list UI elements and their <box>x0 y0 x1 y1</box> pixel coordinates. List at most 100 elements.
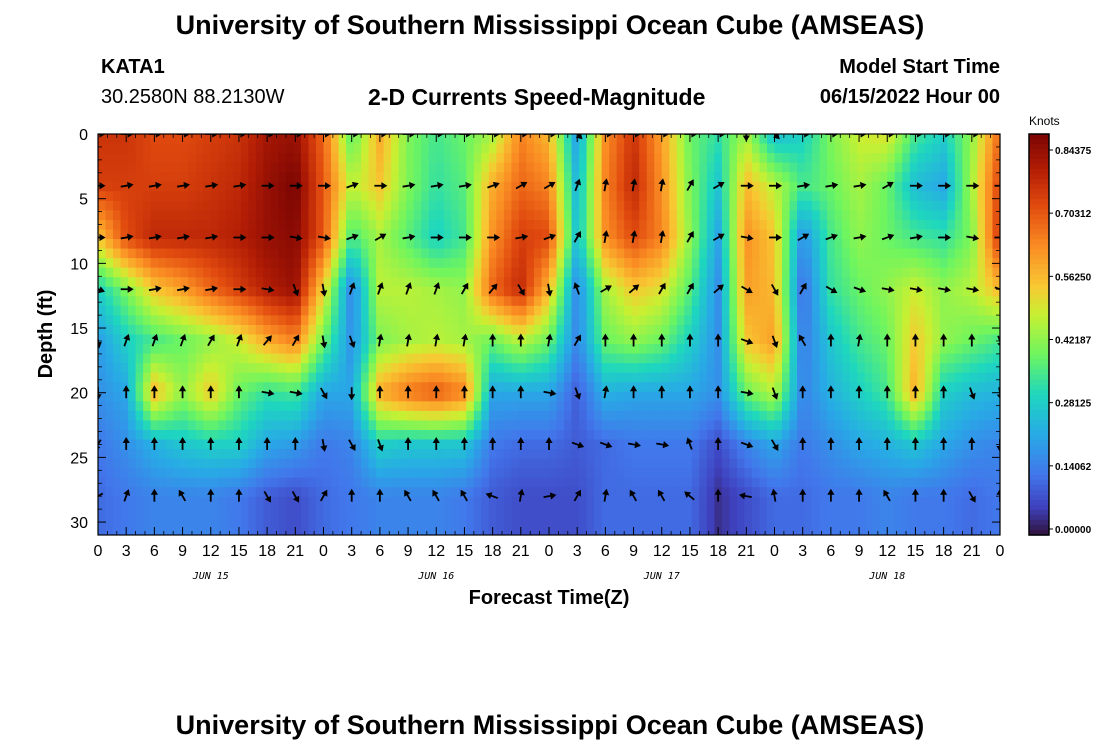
heatmap-cell <box>586 143 595 154</box>
heatmap-cell <box>195 372 204 383</box>
heatmap-cell <box>924 382 933 393</box>
heatmap-cell <box>353 153 362 164</box>
heatmap-cell <box>834 296 843 307</box>
heatmap-cell <box>646 172 655 183</box>
heatmap-cell <box>135 334 144 345</box>
heatmap-cell <box>210 286 219 297</box>
heatmap-cell <box>954 267 964 278</box>
heatmap-cell <box>962 353 971 364</box>
heatmap-cell <box>691 277 700 288</box>
heatmap-cell <box>406 267 415 278</box>
heatmap-cell <box>721 200 730 211</box>
heatmap-cell <box>646 153 655 164</box>
heatmap-cell <box>579 286 588 297</box>
heatmap-cell <box>594 401 603 412</box>
heatmap-cell <box>909 181 918 192</box>
heatmap-cell <box>315 172 325 183</box>
heatmap-cell <box>902 429 911 441</box>
heatmap-cell <box>969 305 979 317</box>
heatmap-cell <box>834 277 843 288</box>
heatmap-cell <box>255 134 264 145</box>
heatmap-cell <box>421 143 430 154</box>
heatmap-cell <box>654 324 663 336</box>
heatmap-cell <box>451 181 460 192</box>
heatmap-cell <box>676 172 685 183</box>
heatmap-cell <box>556 458 565 469</box>
heatmap-cell <box>676 449 685 460</box>
heatmap-cell <box>300 324 310 336</box>
heatmap-cell <box>849 286 858 297</box>
heatmap-cell <box>564 496 573 507</box>
heatmap-cell <box>714 162 723 173</box>
heatmap-cell <box>165 267 174 278</box>
heatmap-cell <box>714 477 723 488</box>
heatmap-cell <box>413 525 422 535</box>
heatmap-cell <box>691 420 700 431</box>
heatmap-cell <box>203 134 212 145</box>
heatmap-cell <box>255 458 264 469</box>
heatmap-cell <box>315 391 325 402</box>
heatmap-cell <box>939 420 948 431</box>
heatmap-cell <box>601 143 610 154</box>
heatmap-cell <box>353 363 362 374</box>
heatmap-cell <box>977 372 986 383</box>
heatmap-cell <box>646 324 655 336</box>
heatmap-cell <box>661 162 670 173</box>
heatmap-cell <box>571 487 580 498</box>
heatmap-cell <box>218 334 227 345</box>
heatmap-cell <box>353 410 362 422</box>
heatmap-cell <box>812 239 821 250</box>
heatmap-cell <box>969 172 979 183</box>
heatmap-cell <box>376 162 385 173</box>
heatmap-cell <box>255 315 264 326</box>
heatmap-cell <box>819 372 828 383</box>
heatmap-cell <box>391 410 400 422</box>
heatmap-cell <box>721 162 730 173</box>
heatmap-cell <box>624 258 633 269</box>
heatmap-cell <box>511 363 520 374</box>
heatmap-cell <box>729 200 738 211</box>
heatmap-cell <box>361 267 370 278</box>
heatmap-cell <box>255 496 264 507</box>
heatmap-cell <box>924 515 933 527</box>
heatmap-cell <box>586 210 595 221</box>
heatmap-cell <box>443 382 452 393</box>
heatmap-cell <box>864 353 873 364</box>
heatmap-cell <box>458 324 467 336</box>
heatmap-cell <box>428 324 437 336</box>
heatmap-cell <box>180 515 189 527</box>
heatmap-cell <box>413 410 422 422</box>
heatmap-cell <box>421 372 430 383</box>
heatmap-cell <box>503 134 513 145</box>
heatmap-cell <box>984 372 994 383</box>
heatmap-cell <box>797 401 806 412</box>
heatmap-cell <box>391 401 400 412</box>
heatmap-cell <box>165 162 174 173</box>
heatmap-cell <box>812 391 821 402</box>
heatmap-cell <box>699 515 708 527</box>
heatmap-cell <box>909 258 918 269</box>
heatmap-cell <box>924 372 933 383</box>
heatmap-cell <box>488 363 497 374</box>
heatmap-cell <box>661 525 670 535</box>
heatmap-cell <box>744 210 753 221</box>
heatmap-cell <box>406 391 415 402</box>
heatmap-cell <box>872 496 881 507</box>
heatmap-cell <box>842 315 851 326</box>
heatmap-cell <box>819 506 828 517</box>
heatmap-cell <box>556 162 565 173</box>
heatmap-cell <box>496 315 505 326</box>
heatmap-cell <box>98 334 107 345</box>
heatmap-cell <box>571 153 580 164</box>
heatmap-cell <box>533 334 543 345</box>
heatmap-cell <box>255 372 264 383</box>
heatmap-cell <box>383 496 392 507</box>
heatmap-cell <box>285 181 295 192</box>
heatmap-cell <box>361 219 370 231</box>
heatmap-cell <box>917 468 926 479</box>
heatmap-cell <box>827 315 836 326</box>
heatmap-cell <box>308 401 317 412</box>
heatmap-cell <box>458 315 467 326</box>
heatmap-cell <box>872 468 881 479</box>
heatmap-cell <box>203 477 212 488</box>
